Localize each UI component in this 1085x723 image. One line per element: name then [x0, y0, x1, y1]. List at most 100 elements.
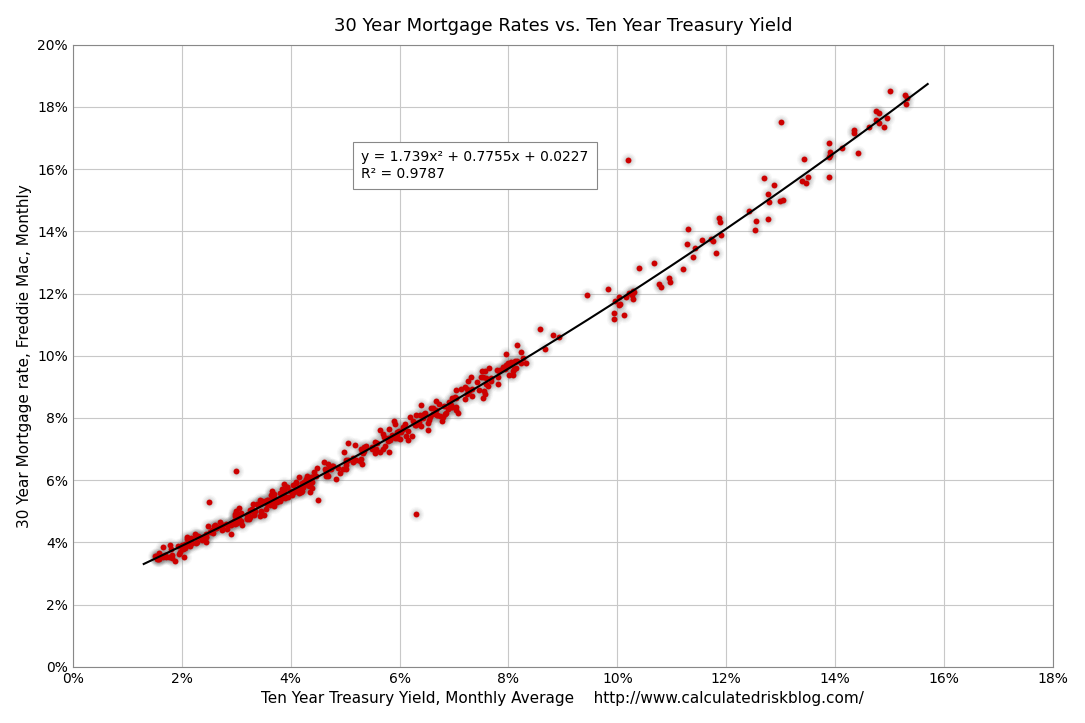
Point [299, 474, 317, 485]
Point [308, 463, 326, 474]
Point [154, 541, 171, 552]
Point [711, 213, 728, 224]
Point [197, 531, 215, 542]
Point [446, 391, 463, 403]
Point [447, 392, 464, 403]
Point [420, 417, 437, 429]
Point [615, 309, 633, 321]
Point [233, 507, 251, 518]
Point [291, 483, 308, 495]
Point [324, 461, 342, 472]
Point [475, 385, 493, 396]
Point [294, 485, 311, 497]
Point [258, 498, 276, 510]
Point [329, 462, 346, 474]
Point [337, 463, 355, 475]
Point [679, 223, 697, 235]
Point [472, 371, 489, 382]
Point [480, 380, 497, 392]
Point [276, 484, 293, 496]
Point [228, 517, 245, 529]
Point [271, 496, 289, 508]
Point [442, 400, 459, 411]
Point [150, 553, 167, 565]
Point [175, 542, 192, 554]
Point [483, 372, 500, 384]
Point [276, 484, 293, 496]
Point [870, 118, 888, 129]
Point [212, 516, 229, 528]
Point [388, 432, 406, 444]
Point [401, 411, 419, 422]
Point [419, 424, 436, 436]
Point [276, 479, 293, 490]
Point [148, 550, 165, 562]
Point [374, 428, 392, 440]
Point [334, 463, 352, 475]
Point [322, 463, 340, 475]
Point [197, 536, 215, 548]
Point [159, 552, 177, 563]
Point [319, 470, 336, 482]
Point [693, 234, 711, 245]
Point [317, 463, 334, 474]
Point [448, 404, 465, 416]
Point [297, 473, 315, 484]
Point [607, 295, 624, 307]
Point [353, 443, 370, 455]
Point [820, 151, 838, 163]
Point [302, 475, 319, 487]
Point [662, 276, 679, 288]
Point [433, 416, 450, 427]
Point [227, 518, 244, 530]
Point [307, 471, 324, 482]
Point [431, 398, 448, 410]
Point [162, 539, 179, 551]
Point [273, 483, 291, 495]
Point [290, 471, 307, 483]
Point [303, 477, 320, 489]
Point [205, 520, 222, 531]
Point [197, 529, 215, 540]
Point [774, 194, 791, 206]
Point [422, 411, 439, 423]
Point [208, 521, 226, 533]
Point [448, 384, 465, 395]
Point [179, 539, 196, 550]
Point [193, 534, 210, 546]
Point [462, 371, 480, 382]
Point [256, 495, 273, 507]
Point [149, 553, 166, 565]
Point [393, 427, 410, 438]
Point [189, 531, 206, 542]
Point [151, 550, 168, 562]
Point [512, 357, 529, 369]
Point [294, 485, 311, 497]
Point [273, 483, 291, 495]
Point [277, 492, 294, 504]
Point [412, 420, 430, 432]
Point [151, 550, 168, 562]
Point [241, 511, 258, 523]
Point [273, 483, 291, 495]
Point [502, 356, 520, 368]
Point [201, 496, 218, 508]
Point [897, 98, 915, 109]
Point [320, 463, 337, 475]
Point [388, 429, 406, 441]
Point [483, 375, 500, 387]
Point [463, 383, 481, 395]
Point [711, 213, 728, 224]
Point [258, 495, 276, 506]
Point [257, 503, 275, 515]
Point [397, 430, 414, 442]
Point [259, 495, 277, 506]
Point [896, 89, 914, 100]
Point [686, 242, 703, 254]
Point [758, 188, 776, 200]
Point [290, 487, 307, 498]
Point [876, 121, 893, 132]
Point [820, 151, 838, 163]
Point [449, 408, 467, 419]
Point [500, 359, 518, 371]
